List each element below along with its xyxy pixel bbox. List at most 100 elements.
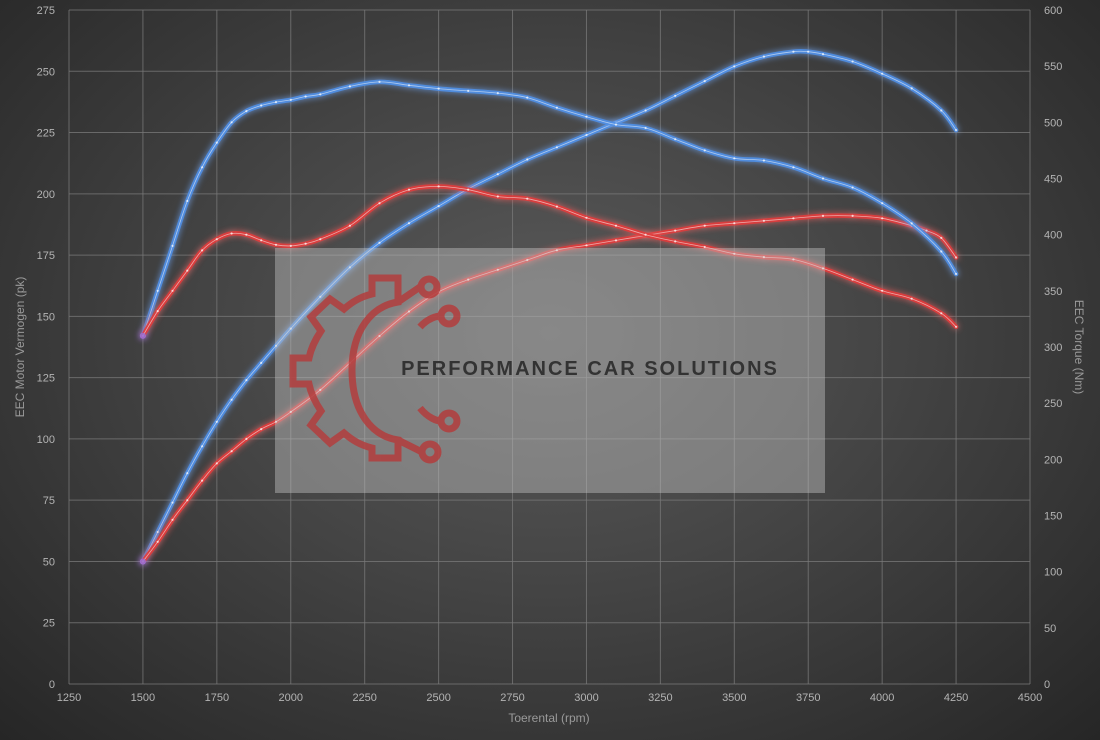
data-point	[674, 94, 677, 97]
data-point	[496, 92, 499, 95]
y-left-tick-label: 250	[37, 66, 55, 78]
data-point	[407, 188, 411, 191]
data-point	[792, 50, 795, 53]
data-point	[674, 138, 677, 141]
x-tick-label: 3250	[648, 692, 672, 704]
data-point	[289, 410, 292, 413]
data-point	[245, 233, 248, 236]
y-right-tick-label: 450	[1044, 174, 1062, 186]
data-point	[940, 312, 943, 315]
data-point	[201, 249, 204, 252]
data-point	[733, 65, 736, 68]
data-point	[881, 72, 884, 75]
x-axis-title: Toerental (rpm)	[508, 711, 589, 725]
data-point	[186, 269, 189, 272]
data-point	[881, 289, 884, 292]
data-point	[201, 166, 204, 169]
data-point	[644, 109, 647, 112]
data-point	[821, 177, 825, 180]
data-point	[555, 146, 559, 149]
data-point	[289, 98, 292, 101]
x-tick-label: 2750	[500, 692, 524, 704]
data-point	[821, 53, 825, 56]
data-point	[260, 361, 263, 364]
data-point	[348, 224, 351, 227]
y-right-tick-label: 250	[1044, 398, 1062, 410]
data-point	[644, 126, 647, 130]
data-point	[378, 202, 381, 205]
data-point	[156, 530, 159, 534]
x-tick-label: 4500	[1018, 692, 1042, 704]
data-point	[851, 278, 854, 281]
data-point	[215, 462, 218, 465]
y-left-tick-label: 25	[43, 618, 55, 630]
watermark: PERFORMANCE CAR SOLUTIONS	[275, 248, 825, 493]
y-right-tick-label: 50	[1044, 623, 1056, 635]
y-right-tick-label: 0	[1044, 679, 1050, 691]
y-left-tick-label: 50	[43, 556, 55, 568]
data-point	[614, 239, 618, 242]
tick-labels: 1250 1500 1750 2000 2250 2500 2750 3000 3250 3500…	[37, 5, 1063, 704]
data-point	[496, 195, 499, 198]
y-left-tick-label: 125	[37, 373, 55, 385]
data-point	[792, 166, 795, 169]
data-point	[555, 205, 559, 208]
data-point	[910, 87, 913, 90]
data-point	[496, 173, 499, 176]
x-tick-label: 2250	[352, 692, 376, 704]
data-point	[245, 379, 248, 382]
data-point	[245, 437, 248, 440]
data-point	[407, 222, 411, 225]
data-point	[171, 501, 174, 504]
data-point	[319, 93, 322, 96]
y-left-tick-label: 75	[43, 495, 55, 507]
y-right-tick-label: 550	[1044, 61, 1062, 73]
data-point	[555, 249, 559, 252]
data-point	[201, 479, 204, 482]
series-start-point	[139, 332, 146, 339]
x-tick-label: 3000	[574, 692, 598, 704]
data-point	[733, 157, 736, 160]
data-point	[821, 214, 825, 217]
y-right-tick-label: 150	[1044, 511, 1062, 523]
data-point	[289, 327, 292, 330]
watermark-panel	[275, 248, 825, 493]
data-point	[348, 266, 351, 269]
y-left-tick-label: 275	[37, 5, 55, 17]
data-point	[851, 60, 854, 63]
y-axis-left-title: EEC Motor Vermogen (pk)	[13, 277, 27, 418]
data-point	[230, 232, 233, 235]
data-point	[733, 222, 736, 225]
data-point	[703, 224, 706, 227]
data-point	[274, 243, 278, 246]
data-point	[245, 110, 248, 113]
data-point	[260, 428, 263, 431]
y-left-tick-label: 225	[37, 128, 55, 140]
data-point	[851, 186, 854, 189]
data-point	[467, 188, 470, 191]
data-point	[378, 334, 381, 338]
y-left-tick-label: 100	[37, 434, 55, 446]
data-point	[733, 252, 736, 255]
data-point	[319, 238, 322, 241]
data-point	[215, 238, 218, 241]
data-point	[851, 214, 854, 217]
data-point	[940, 109, 943, 112]
series-line-1	[139, 48, 959, 565]
data-point	[407, 310, 411, 313]
x-tick-label: 3500	[722, 692, 746, 704]
data-point	[644, 233, 647, 236]
data-point	[955, 325, 958, 328]
data-point	[910, 297, 913, 300]
data-point	[186, 199, 189, 203]
x-tick-label: 1750	[205, 692, 229, 704]
data-point	[940, 236, 943, 239]
data-point	[762, 159, 766, 162]
data-point	[319, 295, 322, 298]
data-point	[674, 240, 677, 243]
data-point	[171, 518, 174, 521]
y-axis-right-title: EEC Torque (Nm)	[1072, 300, 1086, 394]
data-point	[585, 216, 588, 219]
data-point	[555, 106, 559, 109]
data-point	[807, 50, 810, 53]
